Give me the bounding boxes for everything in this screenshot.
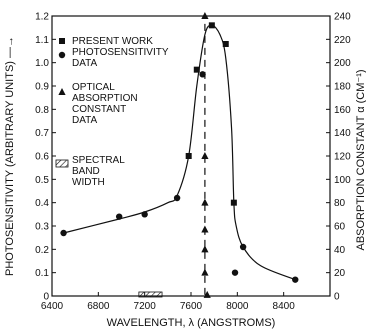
y-tick-label-right: 0: [334, 292, 340, 303]
y-tick-label-right: 180: [334, 82, 351, 93]
legend-label: CONSTANT: [72, 104, 126, 115]
data-point-square: [208, 22, 215, 29]
y-tick-label-left: 0.5: [35, 175, 49, 186]
data-point-circle: [199, 71, 206, 78]
ticks: 6400 6800 7200 7600 8000 8400 0 0.1 0.2 0.3 0.4 0.5…: [35, 12, 351, 313]
y-tick-label-left: 0.2: [35, 245, 49, 256]
y-tick-label-right: 220: [334, 35, 351, 46]
data-point-square: [185, 153, 192, 159]
y-tick-label-left: 1.1: [35, 35, 49, 46]
y-tick-label-right: 20: [334, 268, 346, 279]
data-point-triangle: [201, 152, 209, 159]
x-axis-label: WAVELENGTH, λ (ANGSTROMS): [107, 317, 276, 329]
y-tick-label-right: 60: [334, 222, 346, 233]
spectral-band-width-bar: [138, 291, 163, 298]
y-tick-label-right: 240: [334, 12, 351, 23]
y-tick-label-right: 100: [334, 175, 351, 186]
data-point-square: [222, 41, 229, 47]
data-point-circle: [173, 194, 181, 202]
data-point-circle: [292, 276, 299, 283]
data-point-triangle: [201, 225, 209, 233]
x-tick-label: 7600: [180, 301, 203, 312]
legend-label: PHOTOSENSITIVITY: [72, 47, 169, 58]
data-point-square: [193, 66, 200, 73]
y-tick-label-left: 0.4: [35, 198, 49, 209]
y-axis-label-right: ABSORPTION CONSTANT α (CM⁻¹): [355, 69, 366, 250]
data-point-circle: [60, 229, 67, 237]
y-tick-label-left: 0: [43, 292, 49, 303]
y-tick-label-right: 80: [334, 198, 346, 209]
y-tick-label-right: 140: [334, 128, 351, 139]
y-tick-label-right: 120: [334, 152, 351, 163]
legend-label: DATA: [72, 58, 98, 69]
y-tick-label-right: 160: [334, 105, 351, 116]
x-tick-label: 6800: [87, 301, 110, 312]
legend-label: DATA: [72, 115, 98, 126]
data-point-square: [59, 38, 65, 44]
y-tick-label-left: 0.3: [35, 222, 49, 233]
data-point-circle: [231, 269, 239, 276]
y-tick-label-left: 1.0: [35, 58, 49, 69]
data-point-circle: [141, 211, 148, 218]
x-tick-label: 8000: [226, 301, 249, 312]
legend-label: OPTICAL: [72, 82, 115, 93]
x-tick-label: 8400: [273, 301, 296, 312]
data-point-triangle: [201, 198, 209, 206]
y-tick-label-right: 40: [334, 245, 346, 256]
x-tick-label: 6400: [41, 301, 64, 312]
y-tick-label-left: 0.8: [35, 105, 49, 116]
data-point-triangle: [201, 12, 209, 19]
data-point-square: [230, 199, 237, 206]
photosensitivity-curve: [63, 24, 296, 281]
data-point-circle: [115, 213, 123, 220]
y-tick-label-right: 200: [334, 58, 351, 69]
data-point-circle: [58, 51, 66, 59]
legend-label: PRESENT WORK: [72, 36, 153, 47]
legend-label: ABSORPTION: [72, 93, 138, 104]
spectral-band-width-bar: [138, 291, 163, 298]
legend-label: BAND: [72, 166, 100, 177]
data-marks: [60, 12, 299, 298]
y-tick-label-left: 0.7: [35, 128, 49, 139]
y-tick-label-left: 0.9: [35, 82, 49, 93]
legend-label: SPECTRAL: [72, 155, 125, 166]
data-point-triangle: [201, 245, 209, 253]
data-point-triangle: [203, 290, 211, 298]
data-point-circle: [239, 243, 247, 251]
data-point-triangle: [201, 268, 209, 276]
legend-hatch-box: [55, 159, 69, 168]
y-tick-label-left: 1.2: [35, 12, 49, 23]
y-tick-label-left: 0.1: [35, 268, 49, 279]
y-tick-label-left: 0.6: [35, 152, 49, 163]
x-tick-label: 7200: [134, 301, 157, 312]
legend-label: WIDTH: [72, 177, 105, 188]
y-axis-label-left: PHOTOSENSITIVITY (ARBITRARY UNITS) —→: [4, 36, 16, 276]
legend: PRESENT WORKPHOTOSENSITIVITYDATAOPTICALA…: [55, 36, 169, 188]
data-point-triangle: [58, 88, 66, 95]
